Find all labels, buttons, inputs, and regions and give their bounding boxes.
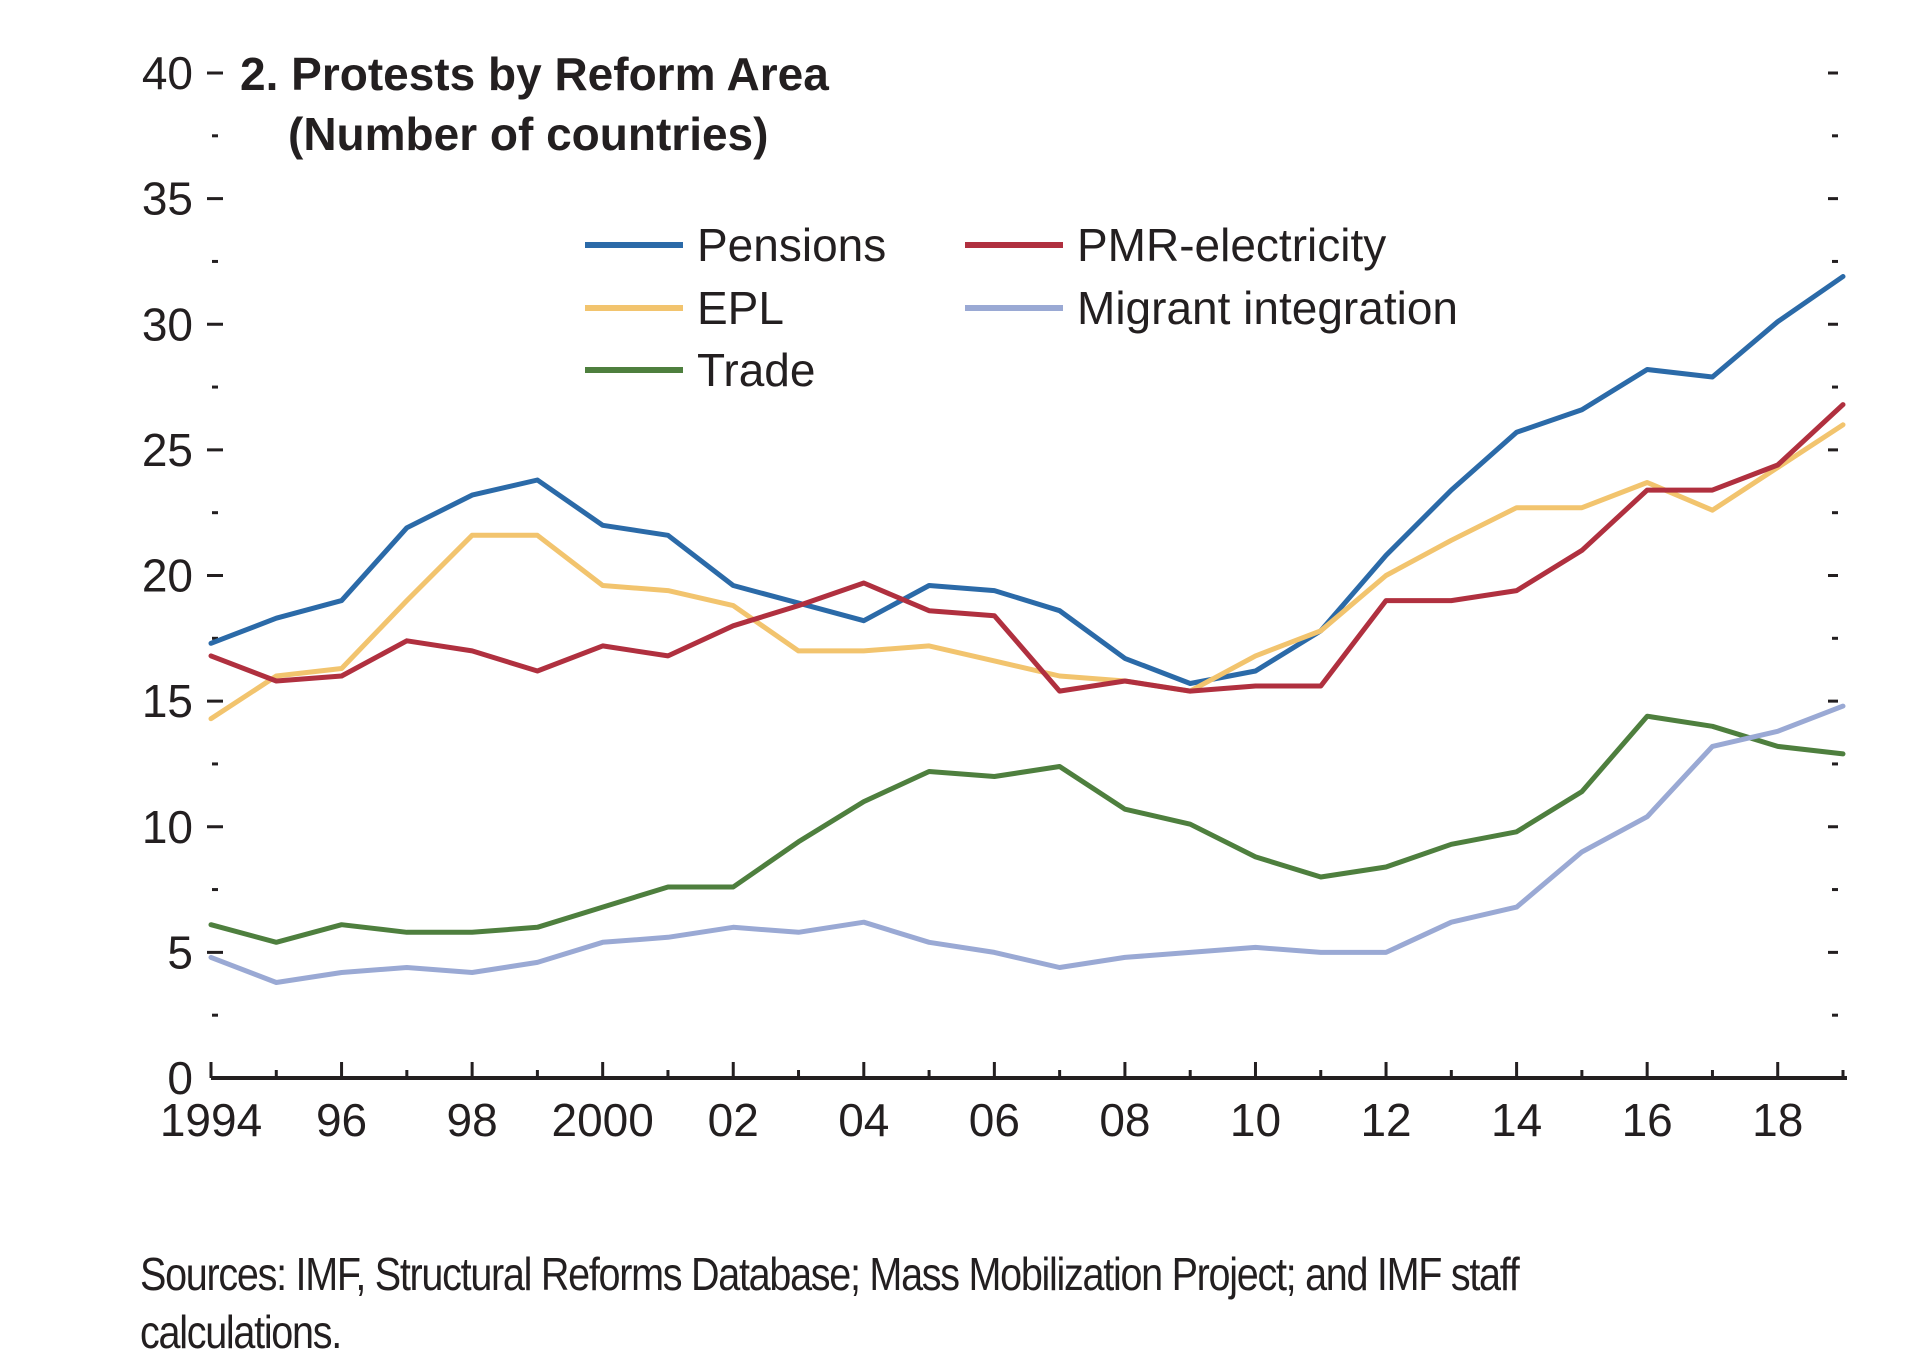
- y-tick-label: 25: [142, 424, 193, 476]
- chart-title-group: 2. Protests by Reform Area (Number of co…: [240, 48, 829, 160]
- y-tick-label: 10: [142, 801, 193, 853]
- y-tick-label: 40: [142, 47, 193, 99]
- legend-item-pensions: Pensions: [585, 219, 886, 271]
- y-tick-label: 5: [167, 926, 193, 978]
- legend-label: Migrant integration: [1077, 282, 1458, 334]
- series-line-trade: [208, 713, 1846, 945]
- legend-item-migrant-integration: Migrant integration: [965, 282, 1458, 334]
- x-tick-label: 08: [1099, 1094, 1150, 1146]
- series-line-epl: [208, 422, 1846, 722]
- y-tick-label: 15: [142, 675, 193, 727]
- y-tick-label: 0: [167, 1052, 193, 1104]
- legend-item-epl: EPL: [585, 282, 784, 334]
- x-tick-label: 04: [838, 1094, 889, 1146]
- x-tick-label: 14: [1491, 1094, 1542, 1146]
- y-axis-right: [1828, 71, 1838, 1017]
- x-tick-label: 06: [969, 1094, 1020, 1146]
- x-tick-label: 10: [1230, 1094, 1281, 1146]
- legend-label: EPL: [697, 282, 784, 334]
- x-tick-label: 1994: [160, 1094, 262, 1146]
- x-tick-label: 02: [708, 1094, 759, 1146]
- x-tick-label: 98: [447, 1094, 498, 1146]
- legend: Pensions EPL Trade PMR-electricity Migrant i…: [585, 219, 1458, 396]
- x-axis: 1994 96 98 2000 02 04 06 08 10 12 14 16 18: [160, 1062, 1847, 1146]
- legend-label: Trade: [697, 344, 815, 396]
- chart-title: 2. Protests by Reform Area: [240, 48, 829, 100]
- x-tick-label: 12: [1360, 1094, 1411, 1146]
- series-group: [208, 274, 1846, 985]
- legend-item-pmr-electricity: PMR-electricity: [965, 219, 1386, 271]
- y-tick-label: 20: [142, 550, 193, 602]
- legend-label: Pensions: [697, 219, 886, 271]
- legend-label: PMR-electricity: [1077, 219, 1386, 271]
- series-line-pmr-electricity: [208, 402, 1846, 694]
- x-tick-label: 96: [316, 1094, 367, 1146]
- chart-subtitle: (Number of countries): [288, 108, 768, 160]
- y-axis-left: 0 5 10 15 20 25 30 35 40: [142, 47, 223, 1104]
- x-tick-label: 18: [1752, 1094, 1803, 1146]
- x-tick-label: 16: [1622, 1094, 1673, 1146]
- y-tick-label: 35: [142, 173, 193, 225]
- series-line-pensions: [208, 274, 1846, 686]
- x-tick-label: 2000: [552, 1094, 654, 1146]
- y-tick-label: 30: [142, 298, 193, 350]
- legend-item-trade: Trade: [585, 344, 815, 396]
- series-line-migrant-integration: [208, 703, 1846, 985]
- sources-note: Sources: IMF, Structural Reforms Databas…: [140, 1248, 1520, 1358]
